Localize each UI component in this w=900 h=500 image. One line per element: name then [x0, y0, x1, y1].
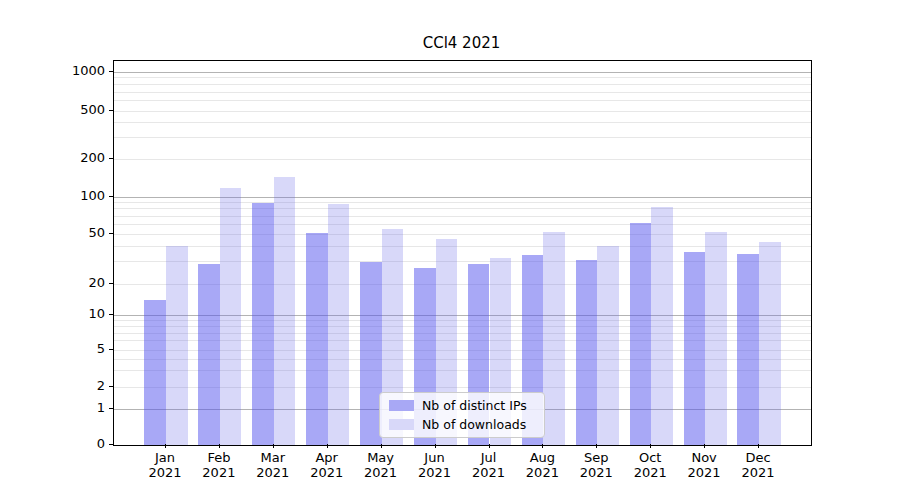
bar — [737, 254, 759, 446]
bar — [198, 264, 220, 445]
bar — [166, 246, 188, 445]
gridline — [114, 122, 811, 123]
x-tick-month: Dec — [726, 450, 790, 465]
plot-area — [113, 60, 812, 446]
x-tick-mark — [596, 444, 597, 448]
x-tick-mark — [650, 444, 651, 448]
x-tick-mark — [273, 444, 274, 448]
x-tick-mark — [165, 444, 166, 448]
x-tick-label: Dec2021 — [726, 450, 790, 481]
legend-item-distinct-ips: Nb of distinct IPs — [389, 398, 544, 413]
y-tick-label: 500 — [30, 101, 105, 119]
gridline — [114, 224, 811, 225]
y-tick-label: 20 — [30, 274, 105, 292]
legend-label-distinct-ips: Nb of distinct IPs — [422, 398, 527, 413]
x-tick-mark — [542, 444, 543, 448]
y-tick-mark — [109, 408, 113, 409]
bar — [759, 242, 781, 445]
gridline — [114, 77, 811, 78]
gridline — [114, 216, 811, 217]
bar — [543, 232, 565, 445]
gridline — [114, 137, 811, 138]
y-tick-mark — [109, 110, 113, 111]
y-tick-label: 2 — [30, 377, 105, 395]
bar — [576, 260, 598, 445]
bar — [328, 204, 350, 445]
gridline — [114, 100, 811, 101]
bar — [274, 177, 296, 445]
gridline — [114, 92, 811, 93]
x-tick-year: 2021 — [726, 465, 790, 480]
legend-item-downloads: Nb of downloads — [389, 417, 544, 432]
y-tick-mark — [109, 444, 113, 445]
legend-label-downloads: Nb of downloads — [422, 417, 526, 432]
bar — [220, 188, 242, 445]
gridline — [114, 208, 811, 209]
x-tick-mark — [758, 444, 759, 448]
legend-swatch-distinct-ips — [389, 400, 414, 411]
bar — [651, 207, 673, 445]
bar — [705, 232, 727, 445]
y-tick-mark — [109, 386, 113, 387]
gridline — [114, 111, 811, 112]
chart-title: CCl4 2021 — [113, 34, 810, 52]
x-tick-mark — [435, 444, 436, 448]
y-tick-mark — [109, 233, 113, 234]
x-tick-mark — [327, 444, 328, 448]
y-tick-label: 10 — [30, 305, 105, 323]
figure: CCl4 2021 Nb of distinct IPs Nb of downl… — [0, 0, 900, 500]
x-tick-mark — [219, 444, 220, 448]
y-tick-mark — [109, 71, 113, 72]
x-tick-mark — [704, 444, 705, 448]
gridline — [114, 197, 811, 198]
y-tick-mark — [109, 196, 113, 197]
legend: Nb of distinct IPs Nb of downloads — [379, 392, 545, 438]
y-tick-label: 1 — [30, 399, 105, 417]
y-tick-mark — [109, 314, 113, 315]
y-tick-label: 0 — [30, 435, 105, 453]
y-tick-mark — [109, 349, 113, 350]
bar — [630, 223, 652, 446]
y-tick-label: 100 — [30, 187, 105, 205]
x-tick-mark — [489, 444, 490, 448]
y-tick-label: 200 — [30, 149, 105, 167]
y-tick-label: 1000 — [30, 62, 105, 80]
bar — [306, 233, 328, 445]
gridline — [114, 72, 811, 73]
y-tick-label: 50 — [30, 224, 105, 242]
bar — [597, 246, 619, 445]
y-tick-label: 5 — [30, 340, 105, 358]
bar — [144, 300, 166, 445]
gridline — [114, 159, 811, 160]
gridline — [114, 84, 811, 85]
bar — [684, 252, 706, 445]
gridline — [114, 202, 811, 203]
y-tick-mark — [109, 283, 113, 284]
y-tick-mark — [109, 158, 113, 159]
legend-swatch-downloads — [389, 419, 414, 430]
x-tick-mark — [381, 444, 382, 448]
bar — [252, 203, 274, 445]
